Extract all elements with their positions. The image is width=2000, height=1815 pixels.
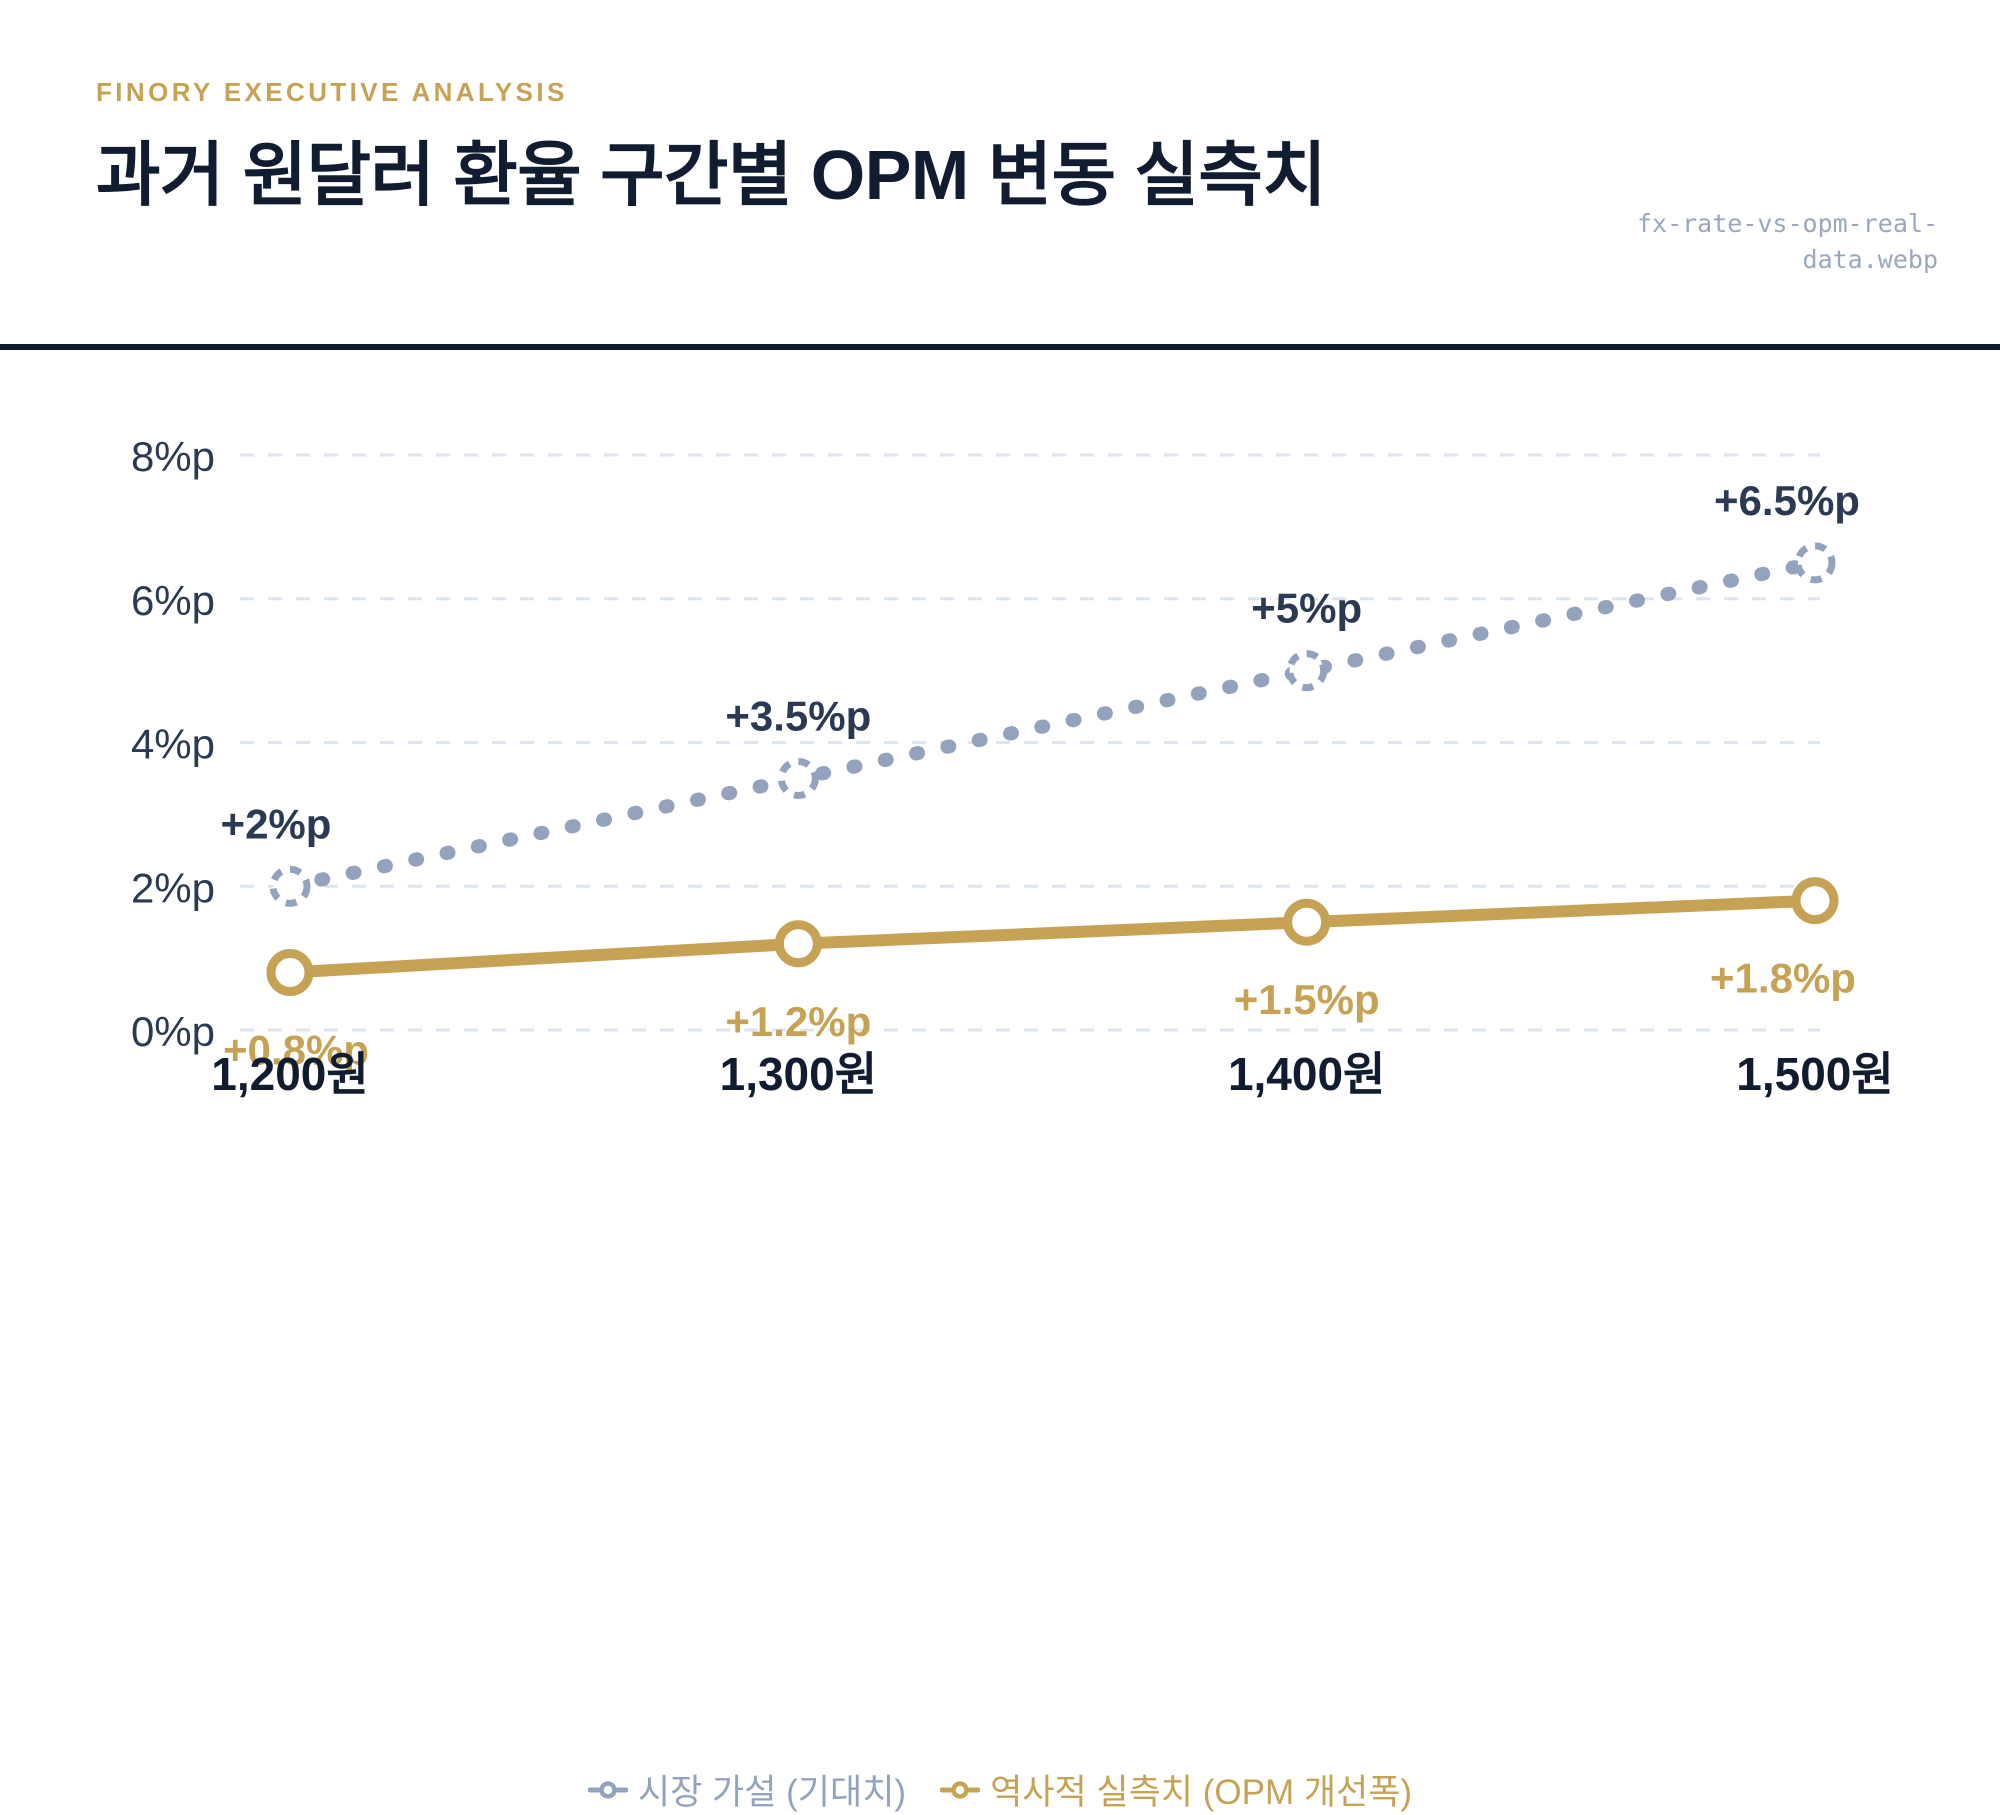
data-point-label: +2%p [221, 800, 332, 847]
data-point-marker[interactable] [1286, 650, 1328, 692]
x-axis-tick-label: 1,200원 [211, 1048, 368, 1100]
x-axis-tick-label: 1,500원 [1736, 1048, 1893, 1100]
chart-svg: 0%p 2%p 4%p 6%p 8%p +2%p +3.5%p +5%p +6.5%p +0.8%… [131, 433, 1894, 1100]
chart-legend: 시장 가설 (기대치) 역사적 실측치 (OPM 개선폭) [0, 1764, 2000, 1815]
file-name-label: fx-rate-vs-opm-real-data.webp [1636, 209, 1938, 274]
chart-container: 0%p 2%p 4%p 6%p 8%p +2%p +3.5%p +5%p +6.5%p +0.8%… [0, 350, 2000, 1812]
series-line-2 [284, 894, 1821, 979]
data-point-label: +3.5%p [725, 692, 871, 739]
data-point-marker[interactable] [774, 920, 822, 968]
legend-item-actual[interactable]: 역사적 실측치 (OPM 개선폭) [940, 1764, 1412, 1815]
y-axis-tick-label: 6%p [131, 577, 215, 624]
y-axis-tick-label: 0%p [131, 1008, 215, 1055]
y-axis-tick-label: 4%p [131, 721, 215, 768]
data-point-marker[interactable] [266, 949, 314, 996]
y-axis-tick-label: 2%p [131, 864, 215, 911]
legend-marker-icon [587, 1780, 628, 1799]
data-point-label: +1.8%p [1710, 955, 1856, 1002]
data-point-label: +1.5%p [1234, 976, 1380, 1023]
data-point-marker[interactable] [1794, 542, 1836, 584]
series-line-1 [283, 555, 1822, 894]
data-point-label: +1.2%p [725, 998, 871, 1045]
data-point-label: +0.8%p [223, 1027, 369, 1074]
data-point-marker[interactable] [1791, 877, 1839, 925]
legend-marker-icon [940, 1780, 981, 1799]
y-axis-tick-label: 8%p [131, 433, 215, 480]
header-divider [0, 344, 2000, 350]
page-title: 과거 원달러 환율 구간별 OPM 변동 실측치 [96, 135, 1327, 214]
legend-label-actual: 역사적 실측치 (OPM 개선폭) [990, 1773, 1413, 1812]
data-point-label: +5%p [1251, 585, 1362, 632]
x-axis-tick-label: 1,400원 [1228, 1048, 1385, 1100]
eyebrow-label: FINORY EXECUTIVE ANALYSIS [96, 77, 568, 107]
data-point-marker[interactable] [1283, 898, 1331, 946]
data-point-marker[interactable] [777, 757, 819, 799]
legend-item-hypothesis[interactable]: 시장 가설 (기대치) [587, 1764, 907, 1815]
x-axis-tick-label: 1,300원 [720, 1048, 877, 1100]
legend-label-hypothesis: 시장 가설 (기대치) [637, 1773, 907, 1812]
page-header: FINORY EXECUTIVE ANALYSIS 과거 원달러 환율 구간별 … [0, 0, 2000, 350]
line-chart: 0%p 2%p 4%p 6%p 8%p +2%p +3.5%p +5%p +6.5%p +0.8%… [0, 350, 2000, 1500]
data-point-marker[interactable] [269, 865, 311, 907]
data-point-label: +6.5%p [1714, 477, 1860, 524]
